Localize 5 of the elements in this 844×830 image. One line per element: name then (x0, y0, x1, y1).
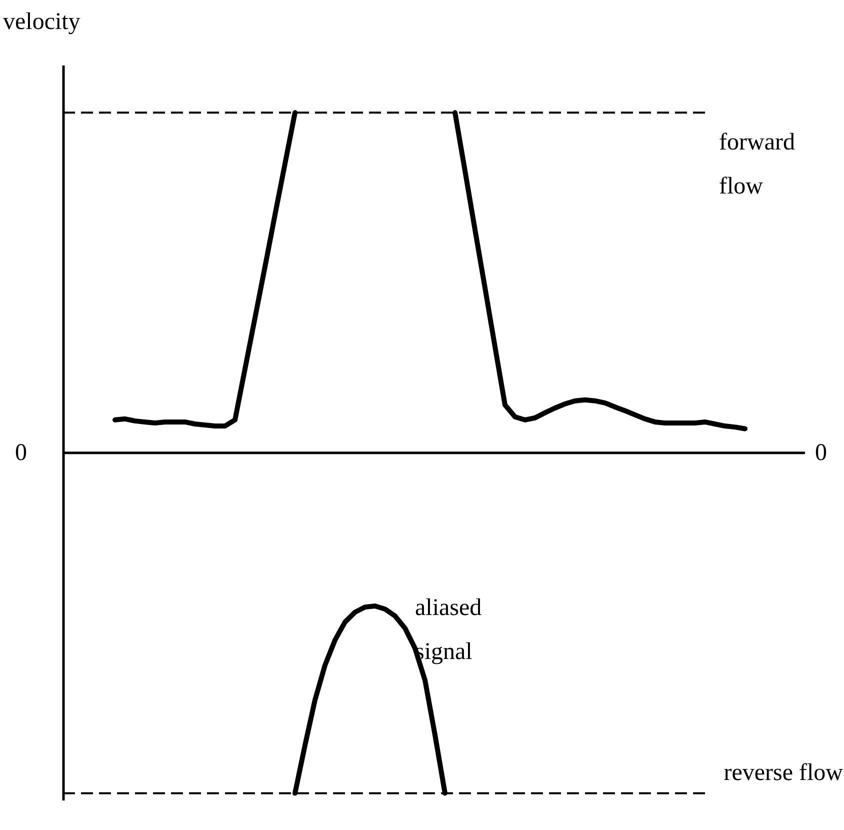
ref-line-label: reverse flow (724, 760, 844, 786)
text: 0 (815, 440, 827, 466)
text: 0 (15, 440, 27, 466)
y-axis-title: velocity (3, 9, 80, 35)
ref-line-label: forward flow (719, 130, 795, 200)
